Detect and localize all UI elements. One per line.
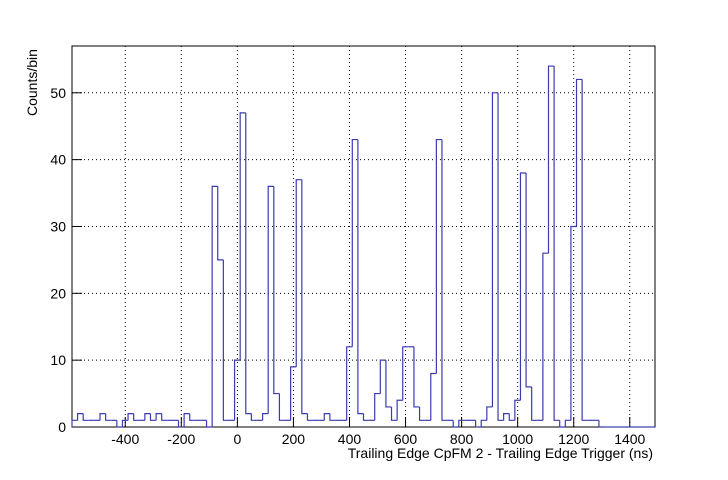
histogram-bin xyxy=(273,186,280,395)
histogram-bin xyxy=(323,413,330,421)
histogram-bin xyxy=(458,419,465,427)
histogram-bin xyxy=(278,393,286,421)
histogram-bin xyxy=(357,139,364,415)
x-tick-label: 200 xyxy=(282,431,306,447)
histogram-bin xyxy=(133,413,140,421)
histogram-bin xyxy=(559,420,566,428)
histogram-bin xyxy=(149,413,157,421)
histogram-bin xyxy=(295,179,302,367)
y-axis-label: Counts/bin xyxy=(24,49,40,116)
histogram-bin xyxy=(519,172,527,401)
histogram-bin xyxy=(351,138,358,347)
histogram-bin xyxy=(217,186,224,261)
histogram-bin xyxy=(390,406,398,421)
histogram-bin xyxy=(374,392,381,421)
histogram-bin xyxy=(418,406,426,421)
y-tick-label: 10 xyxy=(50,352,66,368)
histogram-bin xyxy=(542,252,549,421)
histogram-bin xyxy=(553,66,560,421)
plot-frame xyxy=(71,45,656,428)
x-tick-label: -200 xyxy=(167,431,195,447)
histogram-bin xyxy=(525,173,532,388)
histogram-bin xyxy=(435,138,442,374)
histogram-bin xyxy=(346,346,353,421)
x-tick-label: 1000 xyxy=(502,431,533,447)
histogram-bin xyxy=(116,420,123,428)
histogram-bin xyxy=(581,79,588,421)
histogram-bin xyxy=(486,406,493,421)
histogram-bin xyxy=(301,179,308,415)
histogram-bin xyxy=(233,359,241,421)
histogram-bin xyxy=(413,346,420,408)
histogram-bin xyxy=(491,92,499,407)
histogram-bin xyxy=(385,360,392,408)
histogram-bin xyxy=(127,413,134,421)
y-tick-label: 50 xyxy=(50,85,66,101)
histogram-bin xyxy=(547,65,555,254)
histogram-bin xyxy=(144,413,151,421)
histogram-bin xyxy=(497,92,504,421)
histogram-bin xyxy=(379,359,386,394)
histogram-bin xyxy=(503,413,510,421)
histogram-bin xyxy=(77,413,84,421)
histogram-bin xyxy=(261,413,269,421)
x-tick-label: 1400 xyxy=(614,431,645,447)
histogram-bin xyxy=(183,413,190,427)
histogram-bin xyxy=(514,399,521,421)
histogram-bin xyxy=(570,225,577,421)
y-tick-label: 20 xyxy=(50,285,66,301)
x-tick-label: 1200 xyxy=(558,431,589,447)
x-tick-label: 400 xyxy=(338,431,362,447)
y-tick-label: 0 xyxy=(58,419,66,435)
histogram-bin xyxy=(396,399,403,421)
histogram-bin xyxy=(430,372,437,421)
histogram-bin xyxy=(121,419,129,427)
histogram-bin xyxy=(267,185,274,414)
histogram-bin xyxy=(531,386,538,421)
histogram-bin xyxy=(575,78,583,227)
histogram-bin xyxy=(564,419,571,427)
histogram-bin xyxy=(82,413,89,421)
histogram-bin xyxy=(71,419,78,427)
histogram-bin xyxy=(245,112,252,415)
histogram-bin xyxy=(306,413,314,421)
histogram-bin xyxy=(329,413,336,421)
y-tick-label: 40 xyxy=(50,152,66,168)
histogram-bin xyxy=(362,413,370,421)
histogram-bin xyxy=(598,420,605,428)
histogram-bin xyxy=(161,413,168,421)
histogram-bin xyxy=(189,413,196,421)
histogram-bin xyxy=(177,420,185,428)
histogram-bin xyxy=(99,413,106,421)
histogram-bin xyxy=(508,413,515,421)
x-tick-label: -400 xyxy=(111,431,139,447)
histogram-bin xyxy=(402,346,409,401)
histogram-bin xyxy=(222,259,229,421)
histogram-bin xyxy=(155,413,162,421)
histogram-bin xyxy=(239,112,246,361)
x-tick-label: 800 xyxy=(450,431,474,447)
x-axis-label: Trailing Edge CpFM 2 - Trailing Edge Tri… xyxy=(348,445,653,461)
y-tick-label: 30 xyxy=(50,218,66,234)
histogram-bin xyxy=(480,419,487,427)
histogram-bin xyxy=(441,139,448,421)
histogram-bin xyxy=(211,185,218,427)
histogram-bin xyxy=(205,420,213,428)
histogram-bin xyxy=(475,420,482,428)
histogram-bin xyxy=(290,366,297,421)
histogram-bin xyxy=(105,413,112,421)
histogram-bin xyxy=(250,413,257,421)
histogram-bin xyxy=(452,420,459,428)
x-tick-label: 600 xyxy=(394,431,418,447)
x-tick-label: 0 xyxy=(233,431,241,447)
